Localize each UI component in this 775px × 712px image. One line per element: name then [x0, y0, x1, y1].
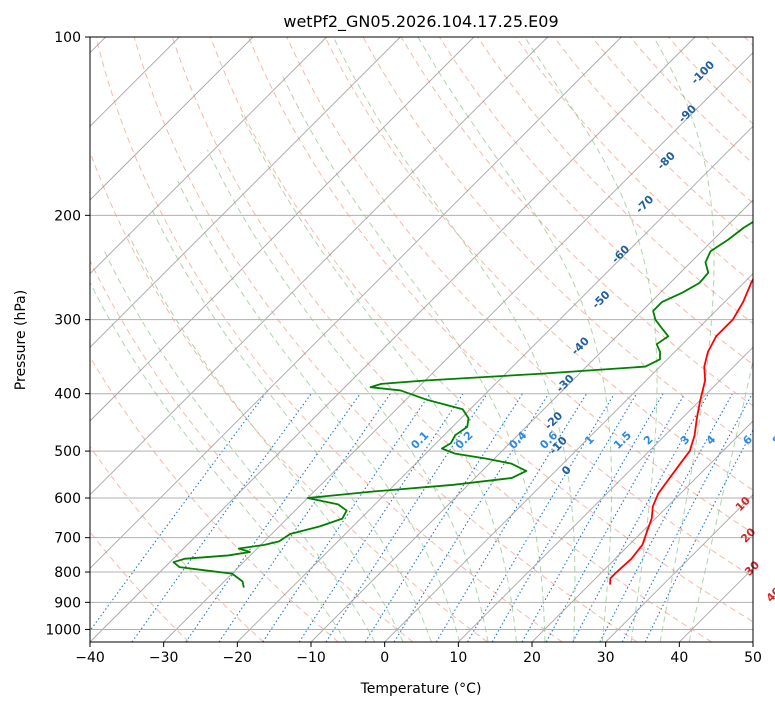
- y-tick-label: 100: [54, 30, 81, 46]
- x-tick-label: −40: [75, 650, 105, 666]
- y-tick-label: 900: [54, 595, 81, 611]
- x-tick-label: 40: [670, 650, 688, 666]
- y-tick-label: 500: [54, 444, 81, 460]
- y-tick-label: 1000: [45, 622, 81, 638]
- x-tick-label: 20: [523, 650, 541, 666]
- y-tick-label: 400: [54, 387, 81, 403]
- x-tick-label: −10: [296, 650, 326, 666]
- x-tick-label: −30: [149, 650, 179, 666]
- x-tick-label: 50: [744, 650, 762, 666]
- x-tick-label: −20: [223, 650, 253, 666]
- x-tick-label: 30: [597, 650, 615, 666]
- y-tick-label: 800: [54, 565, 81, 581]
- y-tick-label: 300: [54, 313, 81, 329]
- y-tick-label: 700: [54, 531, 81, 547]
- y-tick-label: 600: [54, 491, 81, 507]
- x-axis-label: Temperature (°C): [360, 681, 482, 697]
- chart-title: wetPf2_GN05.2026.104.17.25.E09: [283, 12, 558, 32]
- x-tick-label: 10: [449, 650, 467, 666]
- y-tick-label: 200: [54, 208, 81, 224]
- x-tick-label: 0: [380, 650, 389, 666]
- y-axis-label: Pressure (hPa): [13, 290, 29, 390]
